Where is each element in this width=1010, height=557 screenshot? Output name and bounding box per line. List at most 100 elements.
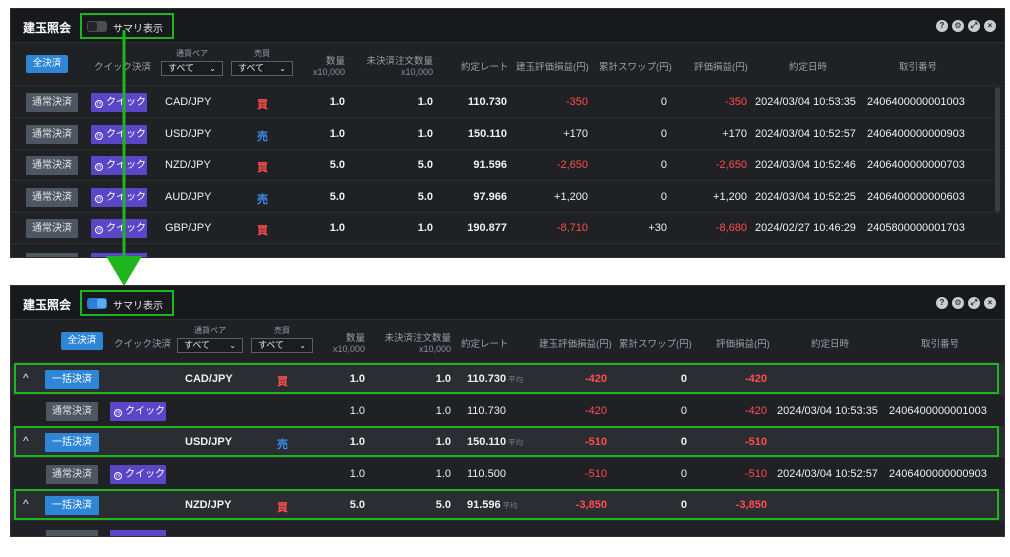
chevron-down-icon: ⌄: [209, 64, 216, 73]
pl-header: 建玉評価損益(円): [539, 339, 612, 350]
summary-row[interactable]: ^ 一括決済 CAD/JPY 買 1.0 1.0 110.730 平均 -420 0 -420: [11, 363, 1004, 395]
cumulative-swap: 0: [660, 127, 667, 140]
cut-off-row: [26, 253, 78, 257]
all-close-button[interactable]: 全決済: [61, 332, 103, 350]
bulk-close-button[interactable]: 一括決済: [45, 370, 99, 389]
unsettled-quantity: 5.0: [435, 499, 451, 511]
trade-side: 売: [277, 439, 288, 451]
scrollbar[interactable]: [995, 87, 1000, 212]
quantity: 1.0: [329, 96, 345, 108]
cumulative-swap: 0: [680, 499, 687, 511]
expand-icon[interactable]: ⤢: [968, 20, 980, 32]
pair-filter[interactable]: 通貨ペア すべて ⌄: [177, 325, 243, 353]
summary-toggle[interactable]: [87, 298, 107, 309]
normal-close-button[interactable]: 通常決済: [26, 124, 78, 144]
all-close-button[interactable]: 全決済: [26, 55, 68, 73]
unsettled-quantity: 5.0: [417, 159, 433, 171]
rate-header: 約定レート: [461, 339, 509, 350]
quantity: 5.0: [329, 190, 345, 203]
execution-rate: 110.500: [467, 467, 506, 480]
quantity: 1.0: [349, 436, 365, 448]
gear-icon[interactable]: ⚙: [952, 20, 964, 32]
trade-side: 売: [257, 130, 268, 143]
clock-icon: ◷: [95, 194, 103, 203]
trade-side: 売: [257, 193, 268, 206]
panel-titlebar: 建玉照会 サマリ表示 ? ⚙ ⤢ ×: [11, 286, 1004, 320]
position-panel-after: 建玉照会 サマリ表示 ? ⚙ ⤢ × 全決済 クイック決済 通貨ペア すべて ⌄ …: [10, 285, 1005, 537]
position-row: 通常決済 ◷ クイック 1.0 1.0 110.500 -510 0 -510 2024/03/0…: [11, 459, 1004, 490]
position-row: 通常決済 ◷ クイック AUD/JPY 売 5.0 5.0 97.966 +1,200 0 +1,2…: [11, 182, 1004, 213]
quick-close-button[interactable]: ◷ クイック: [91, 187, 147, 207]
execution-rate: 150.110: [467, 127, 507, 140]
bulk-close-button[interactable]: 一括決済: [45, 433, 99, 452]
cumulative-swap: 0: [660, 159, 667, 171]
cumulative-swap: 0: [660, 190, 667, 203]
highlight-box: [80, 290, 174, 316]
cumulative-swap: 0: [680, 436, 687, 448]
quick-close-button[interactable]: ◷ クイック: [91, 219, 147, 238]
normal-close-button[interactable]: 通常決済: [46, 464, 98, 484]
help-icon[interactable]: ?: [936, 20, 948, 32]
normal-close-button[interactable]: 通常決済: [26, 187, 78, 207]
position-pl: +1,200: [554, 190, 588, 203]
avg-rate: 110.730 平均: [467, 373, 524, 385]
quick-close-button[interactable]: ◷ クイック: [91, 156, 147, 175]
trade-number: 2406400000000903: [867, 127, 965, 140]
cumulative-swap: 0: [680, 404, 687, 417]
normal-close-button[interactable]: 通常決済: [26, 219, 78, 238]
chevron-down-icon: ⌄: [279, 64, 286, 73]
position-pl: -2,650: [556, 159, 588, 171]
unsettled-quantity: 1.0: [435, 404, 451, 417]
execution-rate: 190.877: [467, 222, 507, 234]
position-pl: -510: [584, 436, 607, 448]
close-icon[interactable]: ×: [984, 20, 996, 32]
normal-close-button[interactable]: 通常決済: [26, 93, 78, 112]
execution-rate: 97.966: [473, 190, 507, 203]
quick-close-button[interactable]: ◷ クイック: [91, 93, 147, 112]
summary-row[interactable]: ^ 一括決済 USD/JPY 売 1.0 1.0 150.110 平均 -510 0 -510: [11, 426, 1004, 458]
caret-up-icon[interactable]: ^: [23, 371, 29, 385]
summary-toggle[interactable]: [87, 21, 107, 32]
side-filter[interactable]: 売買 すべて ⌄: [251, 325, 313, 353]
caret-up-icon[interactable]: ^: [23, 497, 29, 511]
swap-header: 累計スワップ(円): [619, 339, 692, 350]
evaluation-pl: +1,200: [713, 190, 747, 203]
highlight-box: [80, 13, 174, 39]
summary-row[interactable]: ^ 一括決済 NZD/JPY 買 5.0 5.0 91.596 平均 -3,850 0 -3,850: [11, 489, 1004, 521]
cumulative-swap: 0: [680, 467, 687, 480]
cumulative-swap: +30: [648, 222, 667, 234]
quick-close-button[interactable]: ◷ クイック: [91, 124, 147, 144]
evaluation-pl: -2,650: [715, 159, 747, 171]
currency-pair: CAD/JPY: [165, 96, 212, 108]
cut-off-row: [46, 530, 98, 536]
caret-up-icon[interactable]: ^: [23, 434, 29, 448]
position-pl: -3,850: [575, 499, 607, 511]
trade-side: 買: [277, 502, 288, 514]
close-icon[interactable]: ×: [984, 297, 996, 309]
clock-icon: ◷: [95, 226, 103, 234]
quick-close-button[interactable]: ◷ クイック: [110, 401, 166, 421]
bulk-close-button[interactable]: 一括決済: [45, 496, 99, 515]
currency-pair: USD/JPY: [185, 436, 233, 448]
gear-icon[interactable]: ⚙: [952, 297, 964, 309]
trade-number: 2406400000001003: [867, 96, 965, 108]
pair-filter[interactable]: 通貨ペア すべて ⌄: [161, 48, 223, 76]
position-row: 通常決済 ◷ クイック GBP/JPY 買 1.0 1.0 190.877 -8,710 +30 -…: [11, 213, 1004, 244]
normal-close-button[interactable]: 通常決済: [46, 401, 98, 421]
position-row: 通常決済 ◷ クイック USD/JPY 売 1.0 1.0 150.110 +170 0 +170 2…: [11, 119, 1004, 150]
date-header: 約定日時: [789, 62, 828, 73]
quick-close-button[interactable]: ◷ クイック: [110, 464, 166, 484]
avg-label: 平均: [508, 438, 524, 447]
position-row: 通常決済 ◷ クイック NZD/JPY 買 5.0 5.0 91.596 -2,650 0 -2,6…: [11, 150, 1004, 181]
unsettled-quantity: 5.0: [417, 190, 433, 203]
normal-close-button[interactable]: 通常決済: [26, 156, 78, 175]
currency-pair: GBP/JPY: [165, 222, 212, 234]
execution-datetime: 2024/03/04 10:52:25: [755, 190, 856, 203]
expand-icon[interactable]: ⤢: [968, 297, 980, 309]
help-icon[interactable]: ?: [936, 297, 948, 309]
side-filter[interactable]: 売買 すべて ⌄: [231, 48, 293, 76]
evaluation-pl: -420: [744, 404, 767, 417]
avg-label: 平均: [508, 375, 524, 384]
execution-rate: 91.596: [473, 159, 507, 171]
clock-icon: ◷: [114, 408, 122, 417]
